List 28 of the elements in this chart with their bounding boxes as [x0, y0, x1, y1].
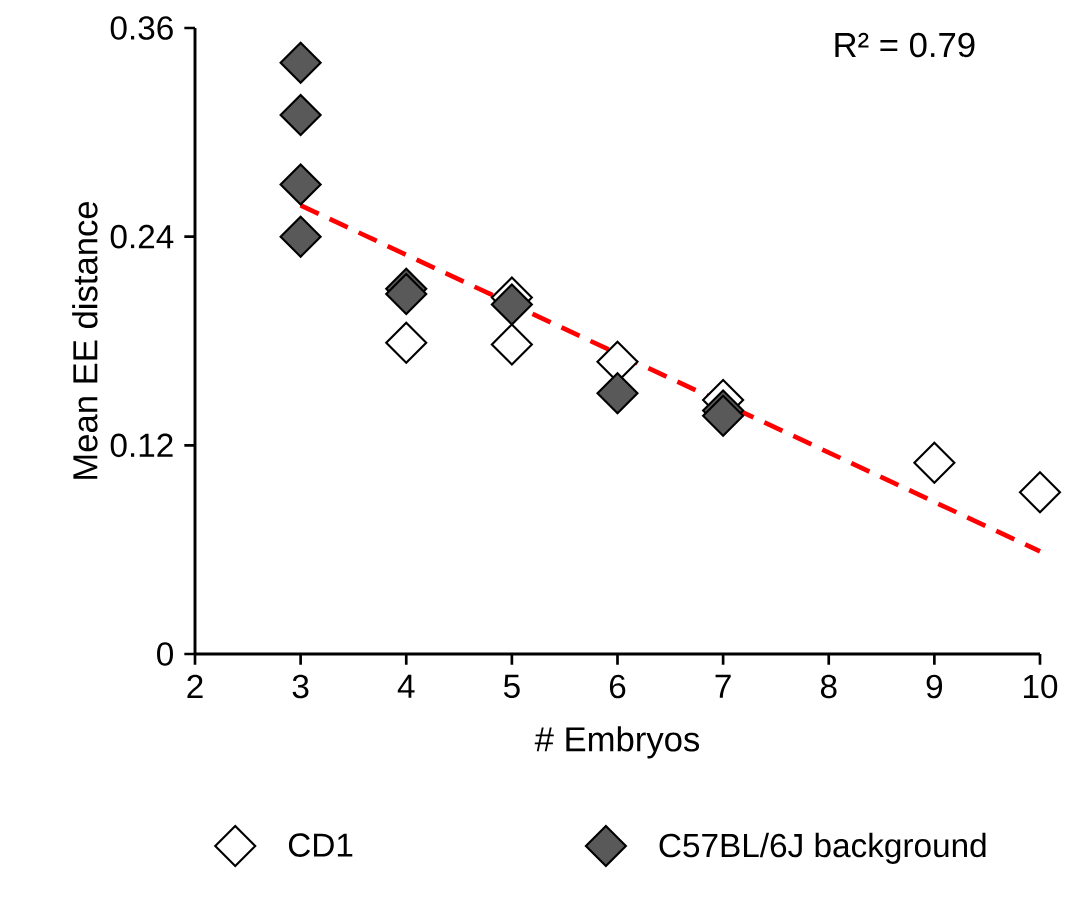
y-axis-title: Mean EE distance — [72, 201, 98, 479]
point — [279, 93, 322, 137]
point — [490, 283, 533, 326]
point — [596, 372, 639, 415]
point — [279, 41, 322, 84]
y-tick-label: 0 — [157, 642, 173, 666]
point — [913, 441, 956, 484]
point — [490, 323, 533, 366]
annotation: R² = 0.79 — [835, 32, 975, 58]
y-tick-label: 0.12 — [110, 433, 173, 458]
y-tick-label: 0.36 — [110, 16, 173, 40]
legend-label: C57BL/6J background — [659, 832, 986, 864]
point — [279, 163, 322, 206]
legend-label: CD1 — [288, 833, 353, 857]
x-tick-label: 8 — [820, 674, 837, 699]
point — [385, 272, 428, 316]
x-tick-label: 10 — [1023, 674, 1058, 699]
x-tick-label: 5 — [503, 674, 520, 698]
y-tick-label: 0.24 — [110, 224, 174, 249]
x-tick-label: 7 — [715, 674, 731, 698]
x-tick-label: 6 — [609, 674, 626, 699]
x-tick-label: 2 — [187, 674, 203, 698]
x-axis-title: # Embryos — [534, 726, 700, 759]
x-tick-label: 4 — [397, 674, 415, 698]
point — [385, 321, 428, 364]
point — [279, 215, 322, 258]
x-tick-label: 9 — [926, 674, 943, 699]
x-tick-label: 3 — [292, 674, 309, 699]
